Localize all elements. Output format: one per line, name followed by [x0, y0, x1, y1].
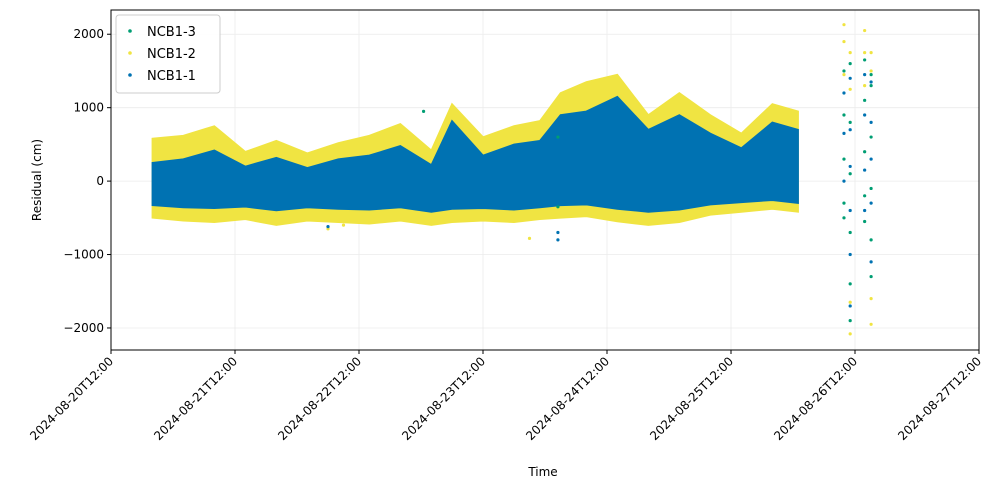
data-point-ncb1-1-5 — [848, 164, 852, 169]
data-point-ncb1-2-5 — [848, 300, 852, 304]
data-point-ncb1-3-23 — [556, 205, 560, 209]
x-axis-label: Time — [527, 465, 557, 479]
data-point-ncb1-2-3 — [848, 50, 852, 55]
data-point-ncb1-1-12 — [863, 208, 867, 213]
data-point-ncb1-3-6 — [848, 120, 852, 124]
legend-marker-ncb1-1 — [128, 73, 132, 77]
data-point-ncb1-3-12 — [863, 98, 867, 102]
data-point-ncb1-3-22 — [556, 135, 560, 139]
data-point-ncb1-3-5 — [848, 62, 852, 66]
data-point-ncb1-2-13 — [869, 322, 873, 326]
data-point-ncb1-2-10 — [869, 50, 873, 55]
y-tick-label-4: 2000 — [73, 27, 104, 41]
data-point-ncb1-3-4 — [842, 216, 846, 220]
data-point-ncb1-1-14 — [869, 120, 873, 124]
data-point-ncb1-2-16 — [341, 223, 346, 227]
legend-label-ncb1-2: NCB1-2 — [147, 47, 196, 62]
series-band-ncb1-1 — [151, 95, 799, 213]
y-axis-label: Residual (cm) — [30, 139, 44, 221]
data-point-ncb1-3-18 — [869, 135, 873, 139]
data-point-ncb1-2-11 — [869, 69, 873, 73]
x-tick-label-2: 2024-08-22T12:00 — [275, 354, 364, 443]
data-point-ncb1-2-14 — [527, 236, 532, 240]
data-point-ncb1-1-0 — [842, 91, 846, 95]
data-point-ncb1-1-6 — [848, 208, 852, 213]
data-point-ncb1-1-10 — [863, 113, 867, 117]
data-point-ncb1-3-15 — [863, 219, 867, 224]
data-point-ncb1-3-0 — [842, 69, 846, 73]
legend: NCB1-3 NCB1-2 NCB1-1 — [115, 14, 221, 94]
data-point-ncb1-2-12 — [869, 296, 873, 301]
x-tick-label-1: 2024-08-21T12:00 — [151, 354, 240, 443]
series-ncb1-3 — [421, 58, 873, 323]
data-point-ncb1-1-15 — [869, 157, 873, 161]
data-point-ncb1-3-8 — [848, 230, 852, 235]
data-point-ncb1-2-9 — [863, 84, 867, 88]
y-axis-ticks: −2000 −1000 0 1000 2000 — [63, 27, 111, 335]
x-tick-label-0: 2024-08-20T12:00 — [27, 354, 116, 443]
y-tick-label-2: 0 — [96, 174, 104, 188]
data-point-ncb1-3-1 — [842, 113, 846, 117]
data-point-ncb1-1-4 — [848, 128, 852, 132]
data-area — [151, 23, 873, 336]
data-point-ncb1-1-2 — [842, 179, 846, 183]
data-point-ncb1-1-8 — [848, 304, 852, 308]
data-point-ncb1-3-21 — [869, 274, 873, 279]
data-point-ncb1-3-17 — [869, 84, 873, 88]
data-point-ncb1-2-1 — [842, 39, 846, 44]
y-tick-label-3: 1000 — [73, 101, 104, 115]
data-point-ncb1-3-3 — [842, 201, 846, 205]
data-point-ncb1-1-17 — [869, 260, 873, 264]
data-point-ncb1-3-16 — [869, 73, 873, 77]
data-point-ncb1-1-7 — [848, 252, 852, 257]
legend-label-ncb1-1: NCB1-1 — [147, 69, 196, 84]
data-point-ncb1-1-1 — [842, 131, 846, 135]
x-tick-label-5: 2024-08-25T12:00 — [647, 354, 736, 443]
data-point-ncb1-1-11 — [863, 168, 867, 172]
data-point-ncb1-1-18 — [556, 230, 560, 235]
x-axis-ticks: 2024-08-20T12:00 2024-08-21T12:00 2024-08-… — [27, 350, 984, 443]
data-point-ncb1-3-14 — [863, 194, 867, 198]
data-point-ncb1-2-7 — [863, 28, 867, 33]
data-point-ncb1-2-15 — [326, 227, 330, 231]
legend-label-ncb1-3: NCB1-3 — [147, 25, 196, 40]
data-point-ncb1-3-11 — [863, 58, 867, 62]
data-point-ncb1-3-20 — [869, 238, 873, 242]
data-point-ncb1-3-13 — [863, 150, 867, 154]
x-tick-label-3: 2024-08-23T12:00 — [399, 354, 488, 443]
data-point-ncb1-2-0 — [842, 23, 846, 27]
data-point-ncb1-1-19 — [556, 238, 560, 242]
data-point-ncb1-2-2 — [842, 73, 846, 77]
data-point-ncb1-3-10 — [848, 319, 852, 323]
data-point-ncb1-3-9 — [848, 282, 852, 286]
data-point-ncb1-3-19 — [869, 186, 873, 191]
legend-box — [115, 14, 221, 94]
data-point-ncb1-2-6 — [848, 332, 852, 336]
data-point-ncb1-1-16 — [869, 201, 873, 205]
data-point-ncb1-2-4 — [848, 87, 852, 91]
legend-marker-ncb1-2 — [128, 51, 132, 55]
data-point-ncb1-2-8 — [863, 50, 867, 55]
data-point-ncb1-3-2 — [842, 157, 846, 161]
data-point-ncb1-1-13 — [869, 80, 873, 84]
y-tick-label-0: −2000 — [63, 321, 104, 335]
legend-marker-ncb1-3 — [128, 29, 132, 33]
x-tick-label-4: 2024-08-24T12:00 — [523, 354, 612, 443]
data-point-ncb1-3-7 — [848, 172, 852, 176]
data-point-ncb1-1-9 — [863, 73, 867, 77]
plot-frame — [110, 9, 980, 351]
y-tick-label-1: −1000 — [63, 248, 104, 262]
data-point-ncb1-1-20 — [326, 225, 330, 229]
x-tick-label-7: 2024-08-27T12:00 — [895, 354, 984, 443]
data-point-ncb1-1-3 — [848, 76, 852, 80]
x-tick-label-6: 2024-08-26T12:00 — [771, 354, 860, 443]
series-ncb1-1 — [151, 73, 873, 308]
data-point-ncb1-3-24 — [421, 109, 426, 113]
